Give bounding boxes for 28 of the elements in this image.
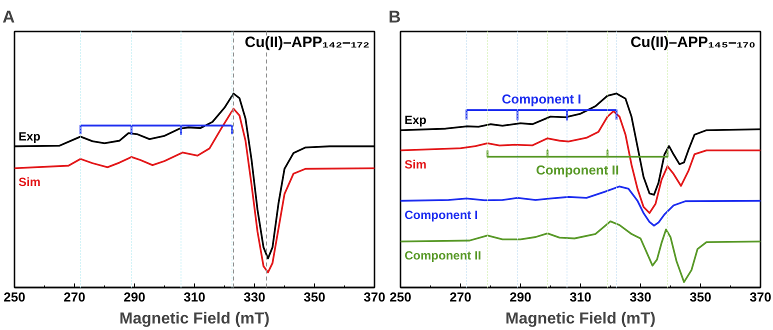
x-tick-label: 370 bbox=[364, 290, 386, 304]
chart-title: B bbox=[388, 8, 401, 26]
x-tick-label: 250 bbox=[4, 290, 26, 304]
series-label: Exp bbox=[18, 129, 41, 144]
x-tick-label: 350 bbox=[304, 290, 326, 304]
x-tick-label: 310 bbox=[570, 290, 592, 304]
series-label: Component I bbox=[404, 208, 478, 222]
x-tick-label: 270 bbox=[450, 290, 472, 304]
x-tick-label: 370 bbox=[750, 290, 772, 304]
series-label: Exp bbox=[404, 113, 427, 128]
x-tick-label: 290 bbox=[124, 290, 146, 304]
x-tick-label: 350 bbox=[690, 290, 712, 304]
x-tick-label: 250 bbox=[390, 290, 412, 304]
series-label: Component II bbox=[536, 162, 620, 178]
text: Cu(II)–APP₁₄₂–₁₇₂ bbox=[244, 34, 370, 51]
x-axis-title: Magnetic Field (mT) bbox=[505, 310, 656, 328]
series-label: Sim bbox=[404, 157, 427, 172]
text: Cu(II)–APP₁₄₅–₁₇₀ bbox=[630, 34, 756, 51]
series-label: Sim bbox=[18, 175, 41, 190]
x-tick-label: 330 bbox=[630, 290, 652, 304]
x-tick-label: 270 bbox=[64, 290, 86, 304]
x-axis-title: Magnetic Field (mT) bbox=[119, 310, 270, 328]
x-tick-label: 290 bbox=[510, 290, 532, 304]
chart-title: A bbox=[2, 8, 15, 26]
series-label: Component II bbox=[404, 248, 482, 263]
x-tick-label: 310 bbox=[184, 290, 206, 304]
series-label: Component I bbox=[502, 92, 582, 107]
x-tick-label: 330 bbox=[244, 290, 266, 304]
